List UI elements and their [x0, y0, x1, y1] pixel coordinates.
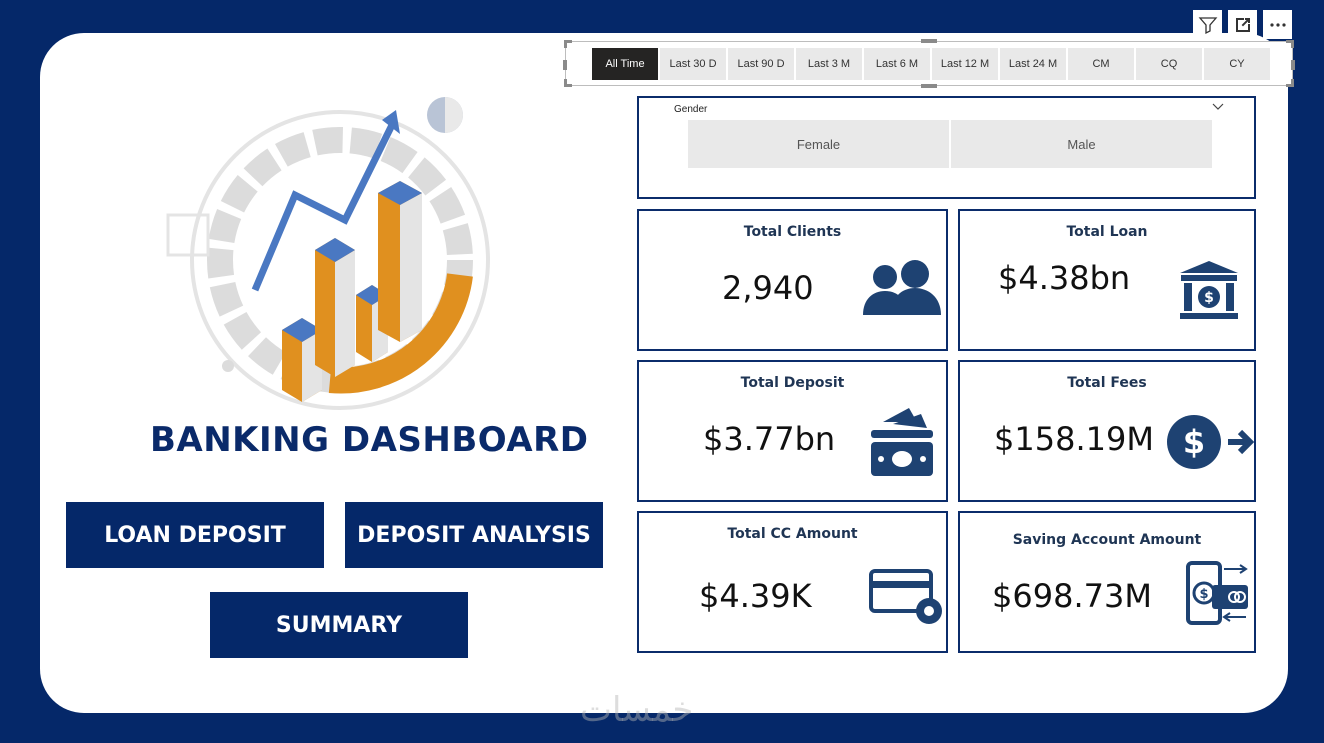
kpi-card-total-loan: Total Loan $4.38bn $ — [958, 209, 1256, 351]
chevron-down-icon[interactable] — [1212, 102, 1224, 112]
credit-card-settings-icon — [869, 569, 942, 624]
date-option-last-6-m[interactable]: Last 6 M — [864, 48, 930, 80]
kpi-card-total-clients: Total Clients 2,940 — [637, 209, 948, 351]
focus-mode-button[interactable] — [1228, 10, 1257, 39]
resize-handle[interactable] — [921, 84, 937, 88]
date-option-cm[interactable]: CM — [1068, 48, 1134, 80]
date-option-last-30-d[interactable]: Last 30 D — [660, 48, 726, 80]
kpi-title: Total Deposit — [740, 375, 845, 391]
kpi-value: $4.38bn — [998, 259, 1131, 297]
filter-icon — [1198, 16, 1217, 34]
summary-button[interactable]: SUMMARY — [210, 592, 468, 658]
kpi-title: Total Loan — [1066, 224, 1148, 240]
svg-text:$: $ — [1183, 423, 1205, 461]
visual-header-toolbar — [1193, 10, 1292, 39]
kpi-card-total-fees: Total Fees $158.19M $ — [958, 360, 1256, 502]
date-range-slicer[interactable]: All Time Last 30 D Last 90 D Last 3 M La… — [563, 39, 1295, 88]
filter-button[interactable] — [1193, 10, 1222, 39]
cash-deposit-icon — [871, 408, 933, 476]
date-option-cy[interactable]: CY — [1204, 48, 1270, 80]
banking-growth-logo — [166, 97, 490, 410]
kpi-card-total-cc-amount: Total CC Amount $4.39K — [637, 511, 948, 653]
kpi-title: Total Fees — [1067, 375, 1147, 391]
deposit-analysis-button[interactable]: DEPOSIT ANALYSIS — [345, 502, 603, 568]
gender-option-female[interactable]: Female — [688, 120, 949, 168]
svg-text:$: $ — [1204, 290, 1214, 306]
resize-handle[interactable] — [563, 60, 567, 70]
date-option-last-12-m[interactable]: Last 12 M — [932, 48, 998, 80]
mobile-payment-icon: $ — [1186, 561, 1248, 625]
kpi-value: $4.39K — [699, 577, 812, 615]
gender-slicer-title: Gender — [674, 104, 708, 115]
date-option-cq[interactable]: CQ — [1136, 48, 1202, 80]
resize-handle[interactable] — [921, 39, 937, 43]
kpi-card-saving-account-amount: Saving Account Amount $698.73M $ — [958, 511, 1256, 653]
kpi-value: $698.73M — [992, 577, 1152, 615]
focus-mode-icon — [1235, 17, 1250, 32]
kpi-title: Total Clients — [743, 224, 842, 240]
kpi-value: $158.19M — [994, 420, 1154, 458]
kpi-value: 2,940 — [722, 269, 814, 307]
kpi-title: Saving Account Amount — [1012, 532, 1202, 548]
svg-text:$: $ — [1199, 587, 1208, 602]
kpi-title: Total CC Amount — [727, 526, 858, 542]
users-icon — [863, 260, 941, 315]
kpi-value: $3.77bn — [703, 420, 836, 458]
dashboard-title: BANKING DASHBOARD — [150, 420, 589, 460]
kpi-card-total-deposit: Total Deposit $3.77bn — [637, 360, 948, 502]
resize-handle[interactable] — [1291, 60, 1295, 70]
watermark: خمسات — [580, 690, 694, 730]
loan-deposit-button[interactable]: LOAN DEPOSIT — [66, 502, 324, 568]
gender-option-male[interactable]: Male — [951, 120, 1212, 168]
date-option-all-time[interactable]: All Time — [592, 48, 658, 80]
gender-slicer[interactable]: Gender Female Male — [637, 96, 1256, 199]
more-options-icon — [1269, 22, 1286, 27]
date-option-last-3-m[interactable]: Last 3 M — [796, 48, 862, 80]
date-option-last-90-d[interactable]: Last 90 D — [728, 48, 794, 80]
bank-icon: $ — [1180, 261, 1238, 319]
date-option-last-24-m[interactable]: Last 24 M — [1000, 48, 1066, 80]
fee-transfer-icon: $ — [1167, 415, 1254, 469]
more-options-button[interactable] — [1263, 10, 1292, 39]
